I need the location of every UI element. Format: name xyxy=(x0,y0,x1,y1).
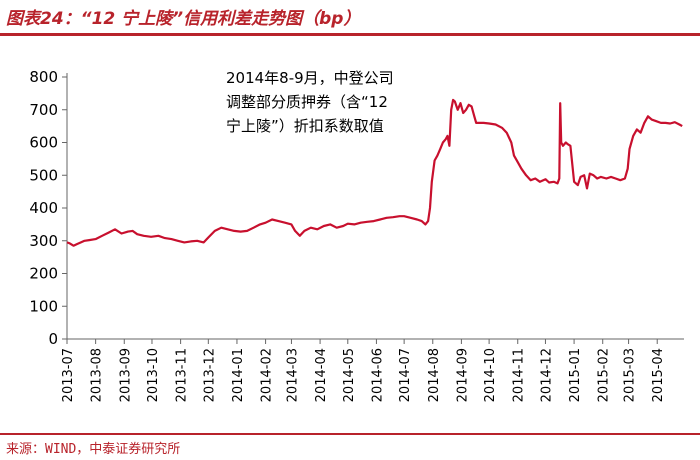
annotation-line: 宁上陵”）折扣系数取值 xyxy=(226,117,384,135)
x-tick-label: 2014-06 xyxy=(370,348,385,402)
plot-area xyxy=(66,98,683,247)
x-tick-label: 2015-02 xyxy=(597,348,612,402)
x-tick-label: 2014-02 xyxy=(260,348,275,402)
x-tick-label: 2015-03 xyxy=(623,348,638,402)
x-tick-label: 2014-09 xyxy=(455,348,470,402)
x-tick-label: 2014-07 xyxy=(398,348,413,402)
x-tick-label: 2014-10 xyxy=(483,348,498,402)
x-tick-label: 2014-12 xyxy=(539,348,554,402)
x-tick-label: 2013-10 xyxy=(146,348,161,402)
annotation-line: 调整部分质押券（含“12 xyxy=(226,93,388,111)
page-title: 图表24：“12 宁上陵”信用利差走势图（bp） xyxy=(6,9,361,29)
y-tick-label: 500 xyxy=(29,166,58,184)
y-tick-label: 400 xyxy=(29,199,58,217)
x-axis: 2013-07 2013-08 2013-09 2013-10 2013-11 2013-… xyxy=(61,338,684,402)
x-tick-label: 2015-04 xyxy=(651,348,666,402)
annotation-line: 2014年8-9月，中登公司 xyxy=(226,69,394,87)
spread-series-line xyxy=(66,98,683,247)
x-tick-label: 2013-11 xyxy=(175,348,190,402)
title-divider xyxy=(0,33,700,36)
y-tick-label: 200 xyxy=(29,265,58,283)
y-tick-label: 100 xyxy=(29,297,58,315)
x-tick-label: 2014-11 xyxy=(512,348,527,402)
x-tick-label: 2013-07 xyxy=(61,348,76,402)
x-tick-label: 2013-09 xyxy=(118,348,133,402)
x-tick-label: 2014-08 xyxy=(427,348,442,402)
y-tick-label: 700 xyxy=(29,101,58,119)
y-tick-label: 800 xyxy=(29,68,58,86)
x-tick-label: 2013-12 xyxy=(202,348,217,402)
y-tick-label: 0 xyxy=(48,330,58,348)
x-tick-label: 2014-03 xyxy=(285,348,300,402)
footer-divider xyxy=(0,433,700,435)
y-tick-label: 600 xyxy=(29,134,58,152)
x-tick-label: 2015-01 xyxy=(568,348,583,402)
x-tick-label: 2014-05 xyxy=(342,348,357,402)
y-axis: 0 100 200 300 400 500 600 700 800 xyxy=(29,68,68,348)
y-tick-label: 300 xyxy=(29,232,58,250)
x-tick-label: 2014-04 xyxy=(314,348,329,402)
x-tick-label: 2014-01 xyxy=(231,348,246,402)
source-note: 来源：WIND，中泰证券研究所 xyxy=(6,442,181,457)
x-tick-label: 2013-08 xyxy=(90,348,105,402)
annotation-text: 2014年8-9月，中登公司 调整部分质押券（含“12 宁上陵”）折扣系数取值 xyxy=(226,66,394,138)
